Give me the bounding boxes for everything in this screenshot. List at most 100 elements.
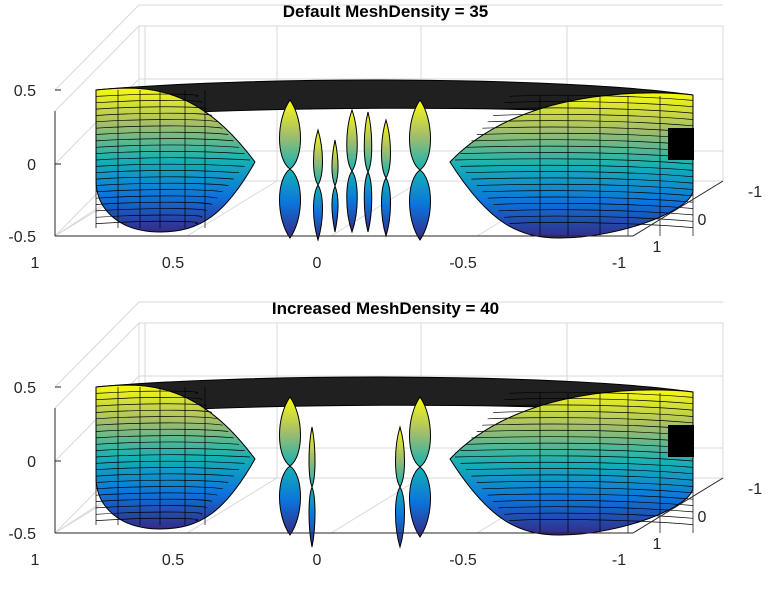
surface-contour xyxy=(454,455,694,462)
axis-lines xyxy=(54,111,724,237)
surface-contour xyxy=(493,410,694,417)
surface-contour xyxy=(95,460,245,464)
y-tick-label: 0 xyxy=(698,509,707,526)
x-tick-label: 1 xyxy=(31,255,40,272)
surface-spindle xyxy=(409,396,431,538)
surface-contour xyxy=(482,423,694,430)
z-tick-label: 0.5 xyxy=(14,83,36,100)
surface-contour xyxy=(95,144,240,148)
surface-contour xyxy=(493,499,694,506)
surface-contour xyxy=(95,100,203,104)
surface-contour xyxy=(460,152,694,158)
surface-contour xyxy=(504,512,694,519)
surface-contour xyxy=(504,215,694,222)
tick-labels: 0.5 0 -0.5 1 0.5 0 -0.5 -1 -1 0 1 xyxy=(8,380,762,569)
surface-contour xyxy=(95,473,234,477)
surface-contour xyxy=(95,214,203,218)
surface-contour xyxy=(509,94,694,101)
surface-contour xyxy=(95,131,229,135)
y-tick-label: 1 xyxy=(653,536,662,553)
surface-contour xyxy=(454,158,694,165)
surface-contour xyxy=(95,397,203,401)
surface-contour xyxy=(95,428,229,432)
surface-contour xyxy=(460,164,694,171)
surface-plot xyxy=(95,79,694,242)
surface-contour xyxy=(95,201,213,205)
surface-contour xyxy=(498,107,694,114)
surface-contour xyxy=(482,190,694,197)
surface-spindle xyxy=(363,111,373,233)
surface-contour xyxy=(95,441,240,445)
surface-contour xyxy=(482,487,694,494)
surface-contour xyxy=(95,422,223,426)
surface-contour xyxy=(471,177,694,184)
surface-contour xyxy=(465,468,694,475)
surface-contour xyxy=(504,398,694,405)
surface-contour xyxy=(493,202,694,209)
surface-contour xyxy=(95,498,213,502)
surface-contour xyxy=(476,429,694,436)
surface-contour xyxy=(95,467,240,471)
surface-contour xyxy=(482,126,694,133)
surface-contour xyxy=(95,93,199,97)
z-tick-label: -0.5 xyxy=(8,229,36,246)
y-tick-label: 0 xyxy=(698,212,707,229)
surface-contour xyxy=(487,120,694,127)
surface-contour xyxy=(95,505,207,509)
surface-contour xyxy=(95,170,240,174)
surface-contour xyxy=(95,511,203,515)
surface-contour xyxy=(95,163,245,167)
surface-contour xyxy=(476,183,694,190)
surface-contour xyxy=(95,150,245,154)
surface-contour xyxy=(476,132,694,139)
x-tick-label: 0 xyxy=(313,255,322,272)
surface-contour xyxy=(465,171,694,178)
surface-contour xyxy=(465,145,694,152)
grid-line xyxy=(330,180,422,237)
surface-contour xyxy=(95,454,251,458)
z-tick-label: 0.5 xyxy=(14,380,36,397)
surface-spindle xyxy=(395,425,405,549)
surface-contour xyxy=(95,220,199,224)
surface-contour xyxy=(95,106,207,110)
surface-contour xyxy=(95,195,218,199)
x-tick-label: -0.5 xyxy=(449,552,477,569)
surface-contour xyxy=(487,493,694,500)
x-tick-label: 0.5 xyxy=(162,255,184,272)
surface-contour xyxy=(498,506,694,513)
surface-contour xyxy=(95,125,223,129)
surface-contour xyxy=(95,447,245,451)
z-tick-label: 0 xyxy=(27,454,36,471)
surface-contour xyxy=(95,403,207,407)
surface-contour xyxy=(95,138,234,142)
grid-line xyxy=(186,477,278,534)
surface-edge-patch xyxy=(668,425,694,457)
surface-contour xyxy=(95,112,213,116)
chart-axes: 0.5 0 -0.5 1 0.5 0 -0.5 -1 -1 0 1 xyxy=(8,301,762,569)
surface-contour xyxy=(95,479,229,483)
surface-contour xyxy=(95,486,223,490)
chart-axes: 0.5 0 -0.5 1 0.5 0 -0.5 -1 -1 0 1 xyxy=(8,4,762,272)
surface-contour xyxy=(465,442,694,449)
grid-line xyxy=(54,301,140,388)
x-tick-label: -0.5 xyxy=(449,255,477,272)
surface-contour xyxy=(504,101,694,108)
x-tick-label: 0 xyxy=(313,552,322,569)
y-tick-label: 1 xyxy=(653,239,662,256)
grid-line xyxy=(186,180,278,237)
y-tick-label: -1 xyxy=(748,184,762,201)
surface-spindle xyxy=(313,128,323,242)
chart-title: Increased MeshDensity = 40 xyxy=(271,299,500,318)
surface-contour xyxy=(493,113,694,120)
x-tick-label: -1 xyxy=(612,255,626,272)
surface-contour xyxy=(95,189,223,193)
surface-contour xyxy=(95,435,234,439)
surface-contour xyxy=(476,480,694,487)
grid-line xyxy=(54,4,140,91)
surface-contour xyxy=(487,417,694,424)
y-axis-line xyxy=(632,180,724,237)
chart-panel-top: Default MeshDensity = 35 0.5 0 -0.5 1 0.5 0 -0… xyxy=(8,2,762,272)
surface-contour xyxy=(95,208,207,212)
chart-title: Default MeshDensity = 35 xyxy=(282,2,489,21)
x-tick-label: 1 xyxy=(31,552,40,569)
